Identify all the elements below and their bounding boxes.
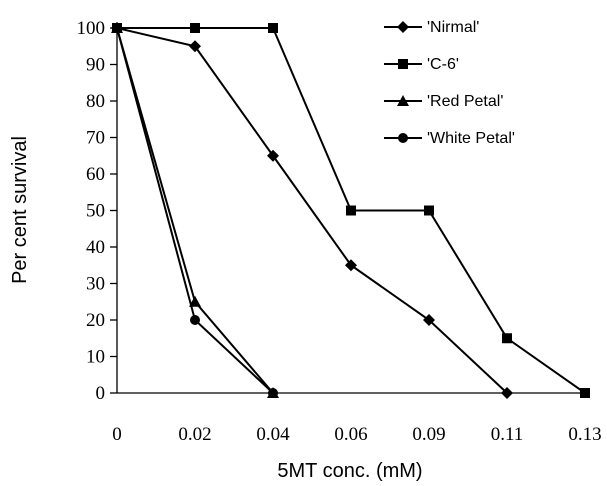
y-tick-label: 20 [86, 310, 105, 331]
y-tick-label: 0 [96, 383, 106, 404]
y-tick-label: 80 [86, 91, 105, 112]
x-axis-ticks: 0 0.02 0.04 0.06 0.09 0.11 0.13 [112, 424, 601, 445]
legend-item: 'Red Petal' [384, 93, 503, 110]
x-tick-label: 0.09 [412, 424, 445, 445]
data-point [189, 295, 201, 307]
data-point [267, 149, 279, 162]
legend-label: 'White Petal' [427, 130, 515, 147]
data-point [502, 333, 512, 344]
y-tick-label: 100 [77, 18, 106, 39]
data-point [268, 23, 278, 33]
legend-item: 'White Petal' [384, 130, 515, 147]
y-axis-ticks: 0 10 20 30 40 50 60 70 80 90 100 [77, 18, 117, 404]
x-tick-label: 0.06 [334, 424, 367, 445]
x-tick-label: 0.02 [178, 424, 211, 445]
data-point [501, 387, 513, 399]
data-point [190, 23, 200, 33]
data-point [580, 388, 590, 398]
y-tick-label: 90 [86, 55, 105, 76]
data-point [346, 205, 356, 216]
legend-item: 'C-6' [384, 56, 459, 73]
x-tick-label: 0.13 [568, 424, 601, 445]
series-group [111, 22, 590, 399]
x-tick-label: 0 [112, 424, 122, 445]
legend: 'Nirmal' 'C-6' 'Red Petal' 'White Petal' [384, 19, 515, 147]
data-point [424, 205, 434, 216]
y-tick-label: 30 [86, 274, 105, 295]
data-point [190, 315, 200, 325]
y-axis-title: Per cent survival [9, 136, 31, 284]
data-point [112, 23, 122, 33]
x-axis-title: 5MT conc. (mM) [277, 460, 422, 482]
series-square [112, 23, 590, 398]
legend-item: 'Nirmal' [384, 19, 479, 36]
legend-marker [397, 95, 409, 106]
legend-label: 'C-6' [427, 56, 459, 73]
x-tick-label: 0.11 [491, 424, 524, 445]
series-line [116, 27, 508, 394]
series-diamond [111, 22, 513, 399]
series-line [116, 27, 274, 394]
legend-marker [397, 21, 409, 33]
legend-marker [398, 133, 408, 143]
y-tick-label: 10 [86, 347, 105, 368]
y-tick-label: 40 [86, 237, 105, 258]
legend-marker [398, 59, 408, 69]
data-point [268, 388, 278, 398]
series-line [116, 27, 274, 394]
data-point [189, 40, 201, 53]
data-point [345, 259, 357, 272]
y-tick-label: 70 [86, 128, 105, 149]
y-tick-label: 50 [86, 201, 105, 222]
data-point [423, 314, 435, 326]
x-tick-label: 0.04 [256, 424, 290, 445]
legend-label: 'Red Petal' [427, 93, 503, 110]
y-tick-label: 60 [86, 164, 105, 185]
series-circle [112, 23, 278, 398]
series-triangle [111, 22, 279, 398]
legend-label: 'Nirmal' [427, 19, 479, 36]
